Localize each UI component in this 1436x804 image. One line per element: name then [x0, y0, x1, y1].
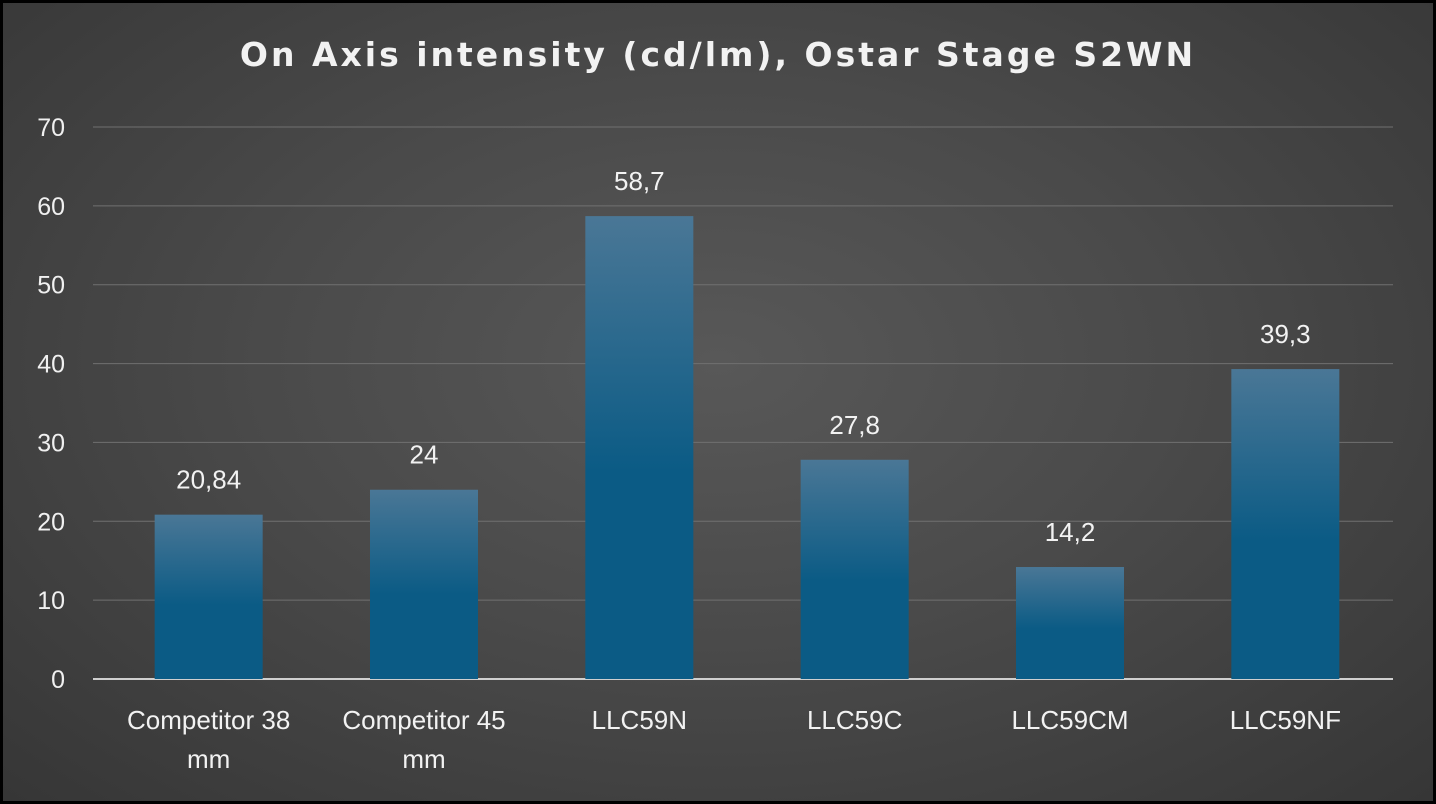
chart-title: On Axis intensity (cd/lm), Ostar Stage S…: [239, 35, 1197, 74]
y-tick-label: 20: [37, 508, 65, 536]
bar: [370, 489, 478, 679]
data-labels: 20,84 24 58,7 27,8 14,2 39,3: [176, 166, 1311, 547]
category-label: mm: [187, 744, 230, 774]
y-tick-label: 30: [37, 429, 65, 457]
x-axis: Competitor 38 mm Competitor 45 mm LLC59N LLC5…: [127, 705, 1341, 774]
data-label: 20,84: [176, 465, 241, 495]
category-label: LLC59NF: [1230, 705, 1341, 735]
y-tick-label: 10: [37, 587, 65, 615]
category-label: Competitor 45: [342, 705, 505, 735]
data-label: 58,7: [614, 166, 665, 196]
data-label: 39,3: [1260, 319, 1311, 349]
data-label: 27,8: [829, 410, 880, 440]
category-label: LLC59C: [807, 705, 902, 735]
y-tick-label: 50: [37, 272, 65, 300]
data-label: 24: [410, 440, 439, 470]
category-label: LLC59CM: [1011, 705, 1128, 735]
y-tick-label: 0: [51, 666, 65, 694]
bar: [800, 459, 909, 679]
y-tick-label: 40: [37, 351, 65, 379]
category-label: mm: [402, 744, 445, 774]
y-tick-label: 70: [37, 114, 65, 142]
category-label: Competitor 38: [127, 705, 290, 735]
y-axis: 0 10 20 30 40 50 60 70: [37, 114, 65, 694]
data-label: 14,2: [1045, 517, 1096, 547]
bar: [1016, 567, 1124, 679]
bar: [1231, 369, 1340, 679]
category-label: LLC59N: [592, 705, 687, 735]
bars: [154, 216, 1340, 679]
gridlines: [93, 126, 1393, 680]
y-tick-label: 60: [37, 193, 65, 221]
bar: [585, 216, 694, 679]
bar: [154, 514, 263, 679]
